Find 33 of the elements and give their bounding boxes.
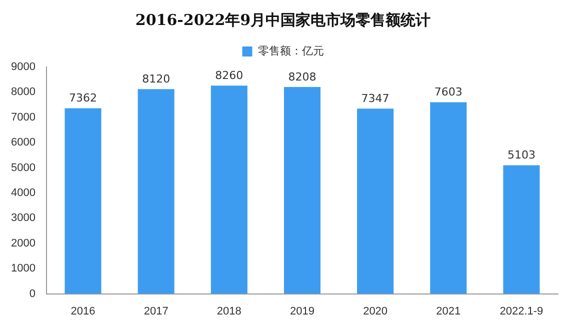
x-tick-label: 2022.1-9 <box>500 305 544 318</box>
bar <box>503 165 540 294</box>
bar <box>210 86 248 294</box>
data-label: 5103 <box>507 148 536 162</box>
data-label: 7347 <box>361 92 390 106</box>
data-label: 8120 <box>142 72 170 86</box>
legend-label: 零售额：亿元 <box>258 44 324 58</box>
y-tick-label: 9000 <box>10 61 36 74</box>
bar <box>64 108 102 294</box>
y-tick-label: 4000 <box>10 187 36 200</box>
bar <box>284 86 321 294</box>
x-tick-label: 2018 <box>216 305 242 318</box>
x-tick-label: 2017 <box>144 305 168 318</box>
y-tick-label: 7000 <box>10 111 36 124</box>
bar <box>357 108 394 294</box>
y-tick-label: 2000 <box>10 237 36 250</box>
x-tick-label: 2020 <box>363 305 388 318</box>
y-tick-label: 8000 <box>10 86 36 98</box>
bar <box>138 89 174 294</box>
chart-title: 2016-2022年9月中国家电市场零售额统计 <box>135 10 431 29</box>
x-tick-label: 2021 <box>436 305 461 318</box>
data-label: 7603 <box>434 86 462 99</box>
x-tick-label: 2016 <box>70 305 96 318</box>
data-label: 8260 <box>215 69 244 82</box>
x-tick-label: 2019 <box>290 305 314 318</box>
y-tick-label: 5000 <box>10 162 36 174</box>
y-tick-label: 1000 <box>10 262 36 275</box>
y-tick-label: 3000 <box>10 212 36 224</box>
data-label: 8208 <box>288 70 316 84</box>
y-tick-label: 6000 <box>10 136 36 149</box>
y-tick-label: 0 <box>29 288 36 300</box>
bar <box>430 102 467 294</box>
data-label: 7362 <box>69 92 98 105</box>
